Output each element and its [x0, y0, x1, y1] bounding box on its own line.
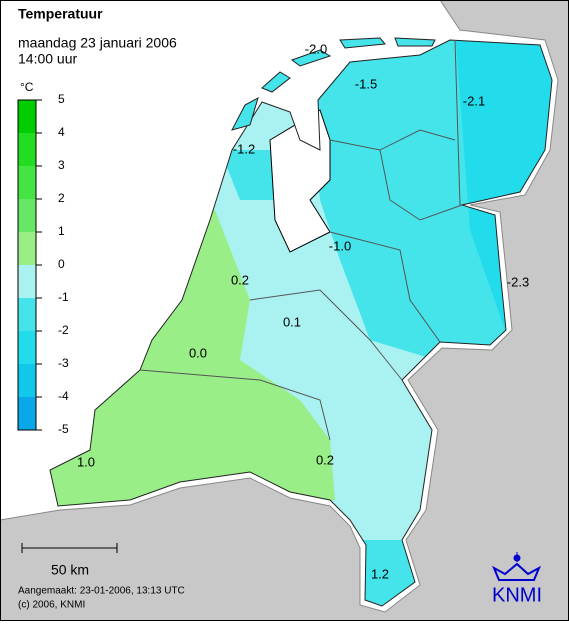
legend-label: -2 [58, 323, 69, 337]
legend-band [18, 298, 36, 331]
legend-unit: °C [20, 80, 34, 94]
legend-label: 2 [58, 191, 65, 205]
temperature-label: 1.2 [371, 566, 389, 581]
logo-crown [491, 552, 542, 581]
legend-label: -5 [58, 422, 69, 436]
legend-band [18, 265, 36, 298]
legend-label: 4 [58, 125, 65, 139]
scale-label: 50 km [51, 562, 89, 578]
temperature-label: 1.0 [77, 454, 95, 469]
logo-text: KNMI [492, 584, 542, 606]
province-lines [139, 39, 463, 441]
map-labels: -2.0 -1.5 -2.1 -1.2 -1.0 -2.3 0.2 0.1 0.0 1.0 0.2 1… [77, 41, 529, 581]
temperature-label: -1.0 [329, 238, 351, 253]
legend-label: -1 [58, 290, 69, 304]
legend-label: 1 [58, 224, 65, 238]
temperature-label: -2.0 [305, 41, 327, 56]
legend-label: 5 [58, 92, 65, 106]
temperature-label: -1.2 [233, 141, 255, 156]
temperature-label: -1.5 [355, 76, 377, 91]
legend-band [18, 397, 36, 430]
copyright: (c) 2006, KNMI [18, 600, 85, 611]
border [49, 39, 553, 607]
temperature-label: -2.1 [463, 93, 485, 108]
legend-label: -3 [58, 356, 69, 370]
legend-label: -4 [58, 389, 69, 403]
legend-band [18, 364, 36, 397]
wadden-islands [231, 37, 436, 131]
legend-band [18, 331, 36, 364]
legend-band [18, 199, 36, 232]
legend-band [18, 166, 36, 199]
legend-band [18, 232, 36, 265]
legend-band [18, 100, 36, 133]
temperature-label: 0.2 [231, 272, 249, 287]
temperature-label: 0.0 [189, 345, 207, 360]
time: 14:00 uur [18, 51, 77, 67]
legend: 5 4 3 2 1 0 -1 -2 -3 -4 -5 [17, 92, 69, 436]
title: Temperatuur [18, 6, 103, 22]
temperature-label: 0.2 [316, 452, 334, 467]
legend-band [18, 133, 36, 166]
temperature-label: 0.1 [283, 314, 301, 329]
temperature-label: -2.3 [507, 274, 529, 289]
legend-label: 3 [58, 158, 65, 172]
created: Aangemaakt: 23-01-2006, 13:13 UTC [18, 586, 185, 597]
date: maandag 23 januari 2006 [18, 35, 177, 51]
legend-label: 0 [58, 257, 65, 271]
